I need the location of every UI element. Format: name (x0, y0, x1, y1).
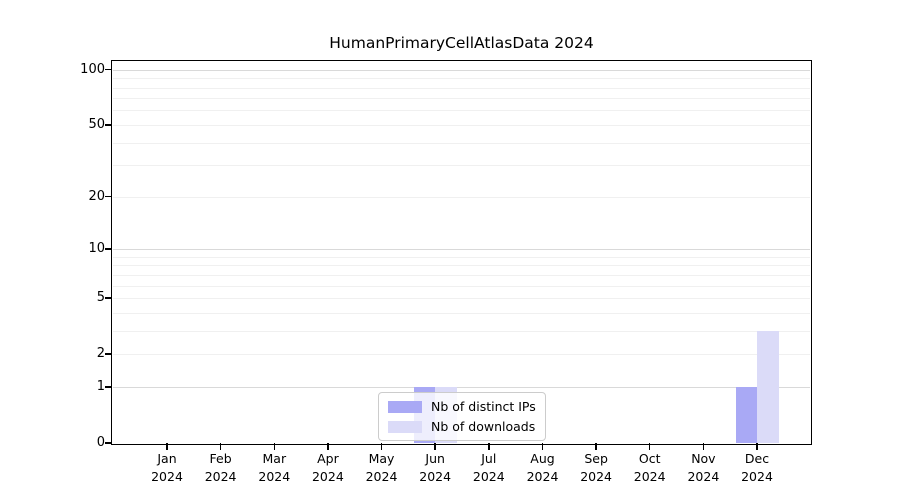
x-axis-tick-label: Jan 2024 (151, 451, 183, 484)
gridline-minor (113, 196, 810, 198)
x-axis-tick (702, 443, 705, 450)
x-axis-tick (380, 443, 383, 450)
y-axis-tick-label: 50 (88, 116, 105, 132)
gridline-minor (113, 274, 810, 276)
x-axis-tick-label: Aug 2024 (526, 451, 559, 484)
gridline-minor (113, 110, 810, 112)
y-axis-tick-label: 1 (96, 378, 105, 394)
legend-item-distinct-ips: Nb of distinct IPs (388, 399, 536, 414)
x-axis-tick (219, 443, 222, 450)
chart-title: HumanPrimaryCellAtlasData 2024 (329, 34, 594, 52)
gridline-minor (113, 78, 810, 80)
gridline-minor (113, 285, 810, 287)
x-axis-tick-label: Oct 2024 (633, 451, 666, 484)
gridline-major (113, 249, 810, 250)
plot-area: Nb of distinct IPs Nb of downloads 0 1 2 5 1… (80, 60, 812, 484)
gridline-minor (113, 124, 810, 126)
legend-swatch-distinct-ips (388, 400, 422, 413)
x-axis-tick-label: Apr 2024 (311, 451, 344, 484)
x-axis-tick (434, 443, 436, 450)
x-axis-tick (166, 443, 168, 450)
x-axis-tick-label: Sep 2024 (580, 451, 612, 484)
gridline-minor (113, 256, 810, 258)
x-axis-tick-label: Jun 2024 (419, 451, 452, 484)
x-axis-tick (595, 443, 597, 450)
y-axis-tick (104, 297, 112, 299)
bar-distinct-ips-dec (735, 386, 757, 443)
x-axis-tick-label: Jul 2024 (472, 451, 505, 484)
gridline-minor (113, 298, 810, 299)
gridline-minor (113, 142, 810, 144)
gridline-minor (113, 98, 810, 100)
gridline-minor (113, 265, 810, 267)
x-axis-tick (327, 443, 329, 450)
y-axis-tick (104, 248, 112, 250)
gridline-minor (113, 312, 810, 314)
y-axis-tick-label: 5 (96, 290, 105, 305)
y-axis-tick (104, 353, 112, 355)
y-axis-tick-label: 0 (96, 435, 105, 450)
gridline-major (113, 386, 810, 388)
x-axis-tick (273, 443, 276, 450)
gridline-minor (113, 330, 810, 332)
gridline-minor (113, 354, 810, 356)
legend-item-downloads: Nb of downloads (388, 419, 536, 434)
y-axis-tick (104, 386, 112, 388)
legend: Nb of distinct IPs Nb of downloads (378, 392, 546, 441)
x-axis-tick (756, 443, 758, 450)
bar-downloads-dec (757, 330, 779, 443)
y-axis-tick (104, 124, 112, 126)
gridline-major (113, 69, 810, 71)
x-axis-tick (488, 443, 490, 450)
x-axis-tick-label: Feb 2024 (204, 451, 237, 484)
legend-label-distinct-ips: Nb of distinct IPs (431, 399, 536, 414)
y-axis-tick (104, 195, 112, 198)
x-axis-tick (648, 443, 651, 450)
x-axis-tick-label: Dec 2024 (741, 451, 773, 484)
gridline-minor (113, 165, 810, 167)
y-axis-tick (104, 442, 112, 444)
y-axis-tick-label: 100 (80, 61, 105, 77)
x-axis-tick-label: Mar 2024 (258, 451, 291, 484)
y-axis-tick (104, 68, 112, 71)
legend-label-downloads: Nb of downloads (431, 419, 536, 434)
y-axis-tick-label: 10 (88, 241, 105, 256)
y-axis-tick-label: 20 (88, 188, 105, 204)
x-axis-tick (541, 443, 544, 450)
gridline-minor (113, 87, 810, 89)
legend-swatch-downloads (388, 420, 422, 433)
x-axis-tick-label: Nov 2024 (687, 451, 720, 484)
x-axis-tick-label: May 2024 (365, 451, 398, 484)
y-axis-tick-label: 2 (96, 346, 105, 362)
